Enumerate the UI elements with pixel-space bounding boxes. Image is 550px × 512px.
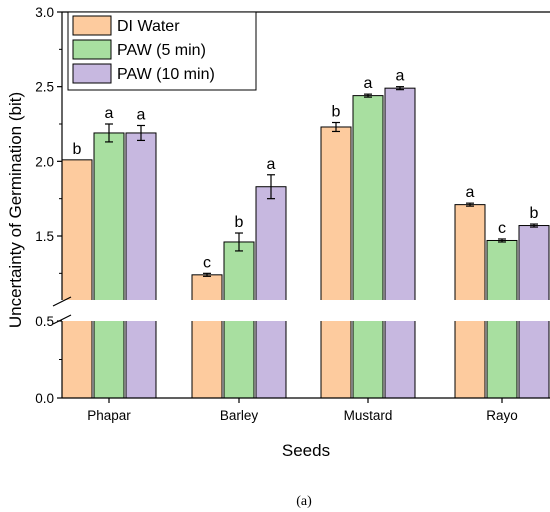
legend: DI Water PAW (5 min) PAW (10 min) [67,11,257,91]
x-tick-label: Mustard [344,408,393,423]
y-axis-title: Uncertainty of Germination (bit) [6,92,25,328]
x-tick-label: Phapar [87,408,131,423]
legend-swatch [72,15,112,36]
bar [191,274,223,399]
significance-letter: b [235,214,244,231]
significance-letter: c [498,220,506,237]
bars-layer [61,87,550,399]
axis-break-mark [52,314,72,325]
significance-letters-layer: b c b a a b a c a a a b [73,68,539,272]
y-tick-label: 0.0 [35,391,54,406]
x-axis-title: Seeds [282,441,330,460]
bar [320,126,352,399]
y-tick-label: 2.0 [35,154,54,169]
significance-letter: b [73,141,82,158]
significance-letter: a [105,105,114,122]
y-tick-label: 0.5 [35,314,54,329]
legend-label: PAW (10 min) [117,66,215,83]
error-bars-layer [105,86,538,277]
significance-letter: c [203,254,211,271]
bar [61,159,93,399]
axis-break-mark [52,296,72,307]
x-tick-label: Rayo [486,408,518,423]
bar [352,95,384,399]
significance-letter: b [530,205,539,222]
y-tick-label: 3.0 [35,5,54,20]
bar [255,186,287,399]
significance-letter: a [137,106,146,123]
significance-letter: a [364,75,373,92]
legend-label: PAW (5 min) [117,42,206,59]
y-tick-label: 1.5 [35,229,54,244]
bar [93,132,125,399]
figure-caption: (a) [296,494,312,509]
significance-letter: b [332,104,341,121]
significance-letter: a [267,156,276,173]
legend-label: DI Water [117,18,180,35]
x-tick-label: Barley [220,408,259,423]
bar [125,132,157,399]
legend-swatch [72,63,112,84]
significance-letter: a [466,184,475,201]
y-tick-label: 2.5 [35,80,54,95]
legend-swatch [72,39,112,60]
significance-letter: a [396,68,405,85]
axis-break-band [54,300,550,321]
bar [384,87,416,399]
